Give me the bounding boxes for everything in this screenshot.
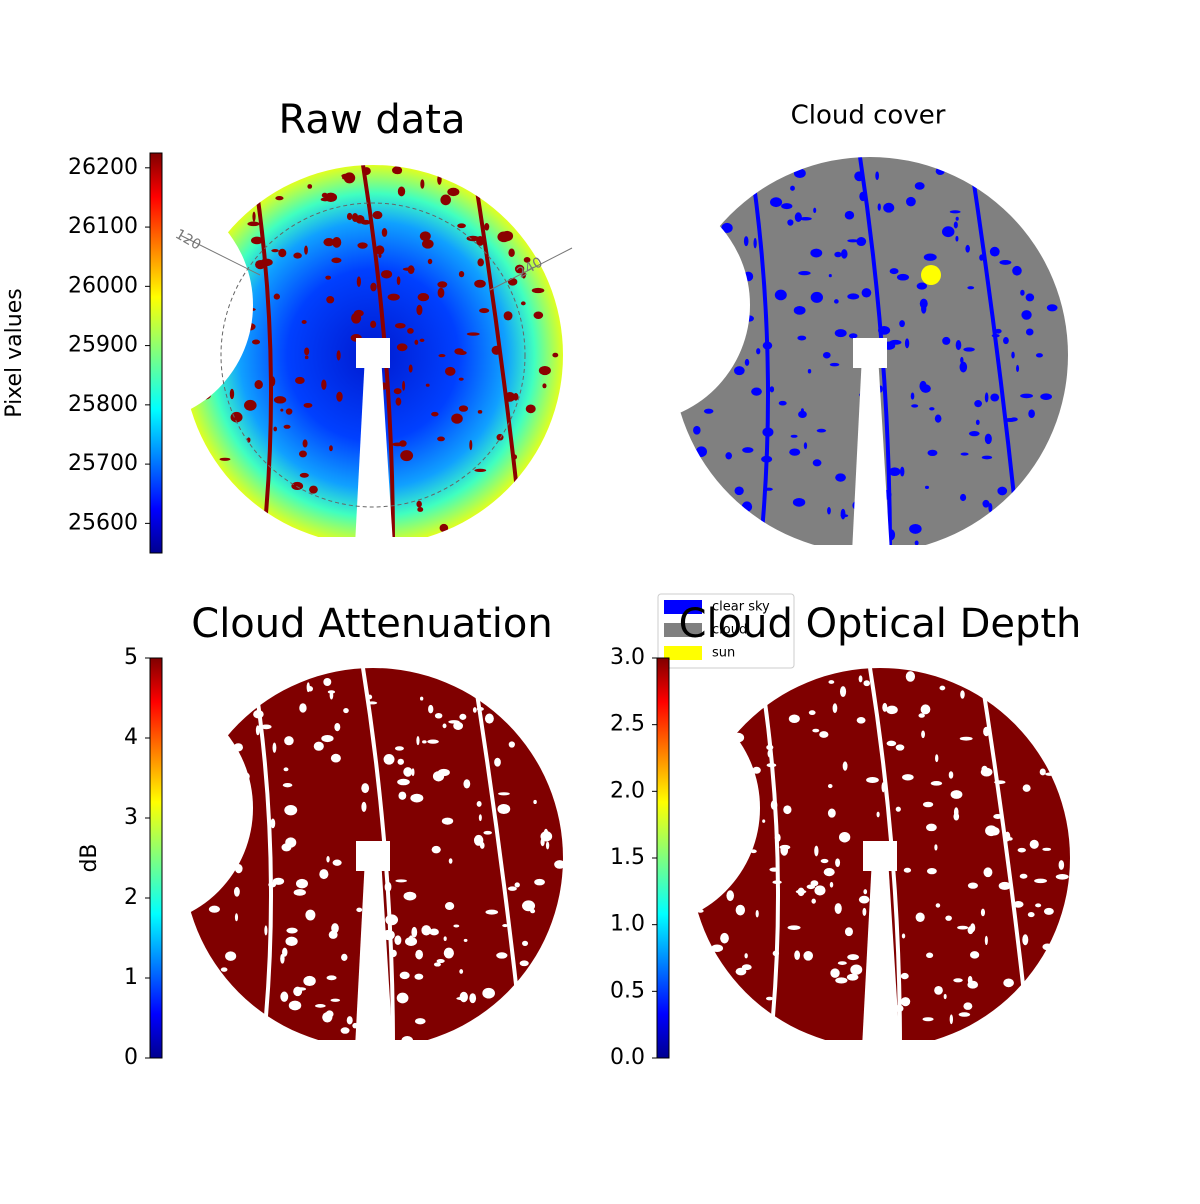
legend-label: sun — [712, 646, 735, 661]
colorbar — [656, 657, 670, 1059]
polar-axis — [179, 234, 261, 276]
tick-label: 0.0 — [610, 1045, 645, 1070]
legend-label: cloud — [712, 623, 747, 638]
axis-label: Pixel values — [2, 288, 27, 417]
sun-marker — [921, 265, 941, 285]
tick-label: 26100 — [68, 214, 138, 239]
tick-label: 1 — [124, 965, 138, 990]
colorbar — [149, 657, 163, 1059]
sky-image — [180, 667, 566, 1049]
polar-grid — [220, 202, 526, 508]
colorbar — [149, 152, 163, 554]
polar-axis — [489, 247, 573, 291]
legend-swatch — [664, 600, 702, 614]
tick-label: 26200 — [68, 155, 138, 180]
tick-label: 25700 — [68, 451, 138, 476]
axis-label: dB — [77, 843, 102, 872]
tick-label: 1.0 — [610, 912, 645, 937]
tick-label: 3.0 — [610, 645, 645, 670]
panel-title: Cloud cover — [791, 101, 946, 131]
tick-label: 0 — [124, 1045, 138, 1070]
tick-label: 2.5 — [610, 712, 645, 737]
tick-label: 25600 — [68, 510, 138, 535]
tick-label: 2.0 — [610, 778, 645, 803]
legend-label: clear sky — [712, 600, 770, 615]
tick-label: 5 — [124, 645, 138, 670]
legend-swatch — [664, 646, 702, 660]
panel-title: Raw data — [279, 97, 466, 143]
legend-swatch — [664, 623, 702, 637]
sky-image — [672, 156, 1068, 554]
panel-title: Cloud Attenuation — [191, 601, 552, 647]
tick-label: 2 — [124, 885, 138, 910]
tick-label: 1.5 — [610, 845, 645, 870]
panel-title: Cloud Optical Depth — [679, 601, 1082, 647]
tick-label: 4 — [124, 725, 138, 750]
tick-label: 25900 — [68, 333, 138, 358]
tick-label: 3 — [124, 805, 138, 830]
tick-label: 0.5 — [610, 978, 645, 1003]
sky-image — [183, 164, 563, 546]
tick-label: 25800 — [68, 392, 138, 417]
sky-image — [689, 667, 1070, 1049]
tick-label: 26000 — [68, 273, 138, 298]
